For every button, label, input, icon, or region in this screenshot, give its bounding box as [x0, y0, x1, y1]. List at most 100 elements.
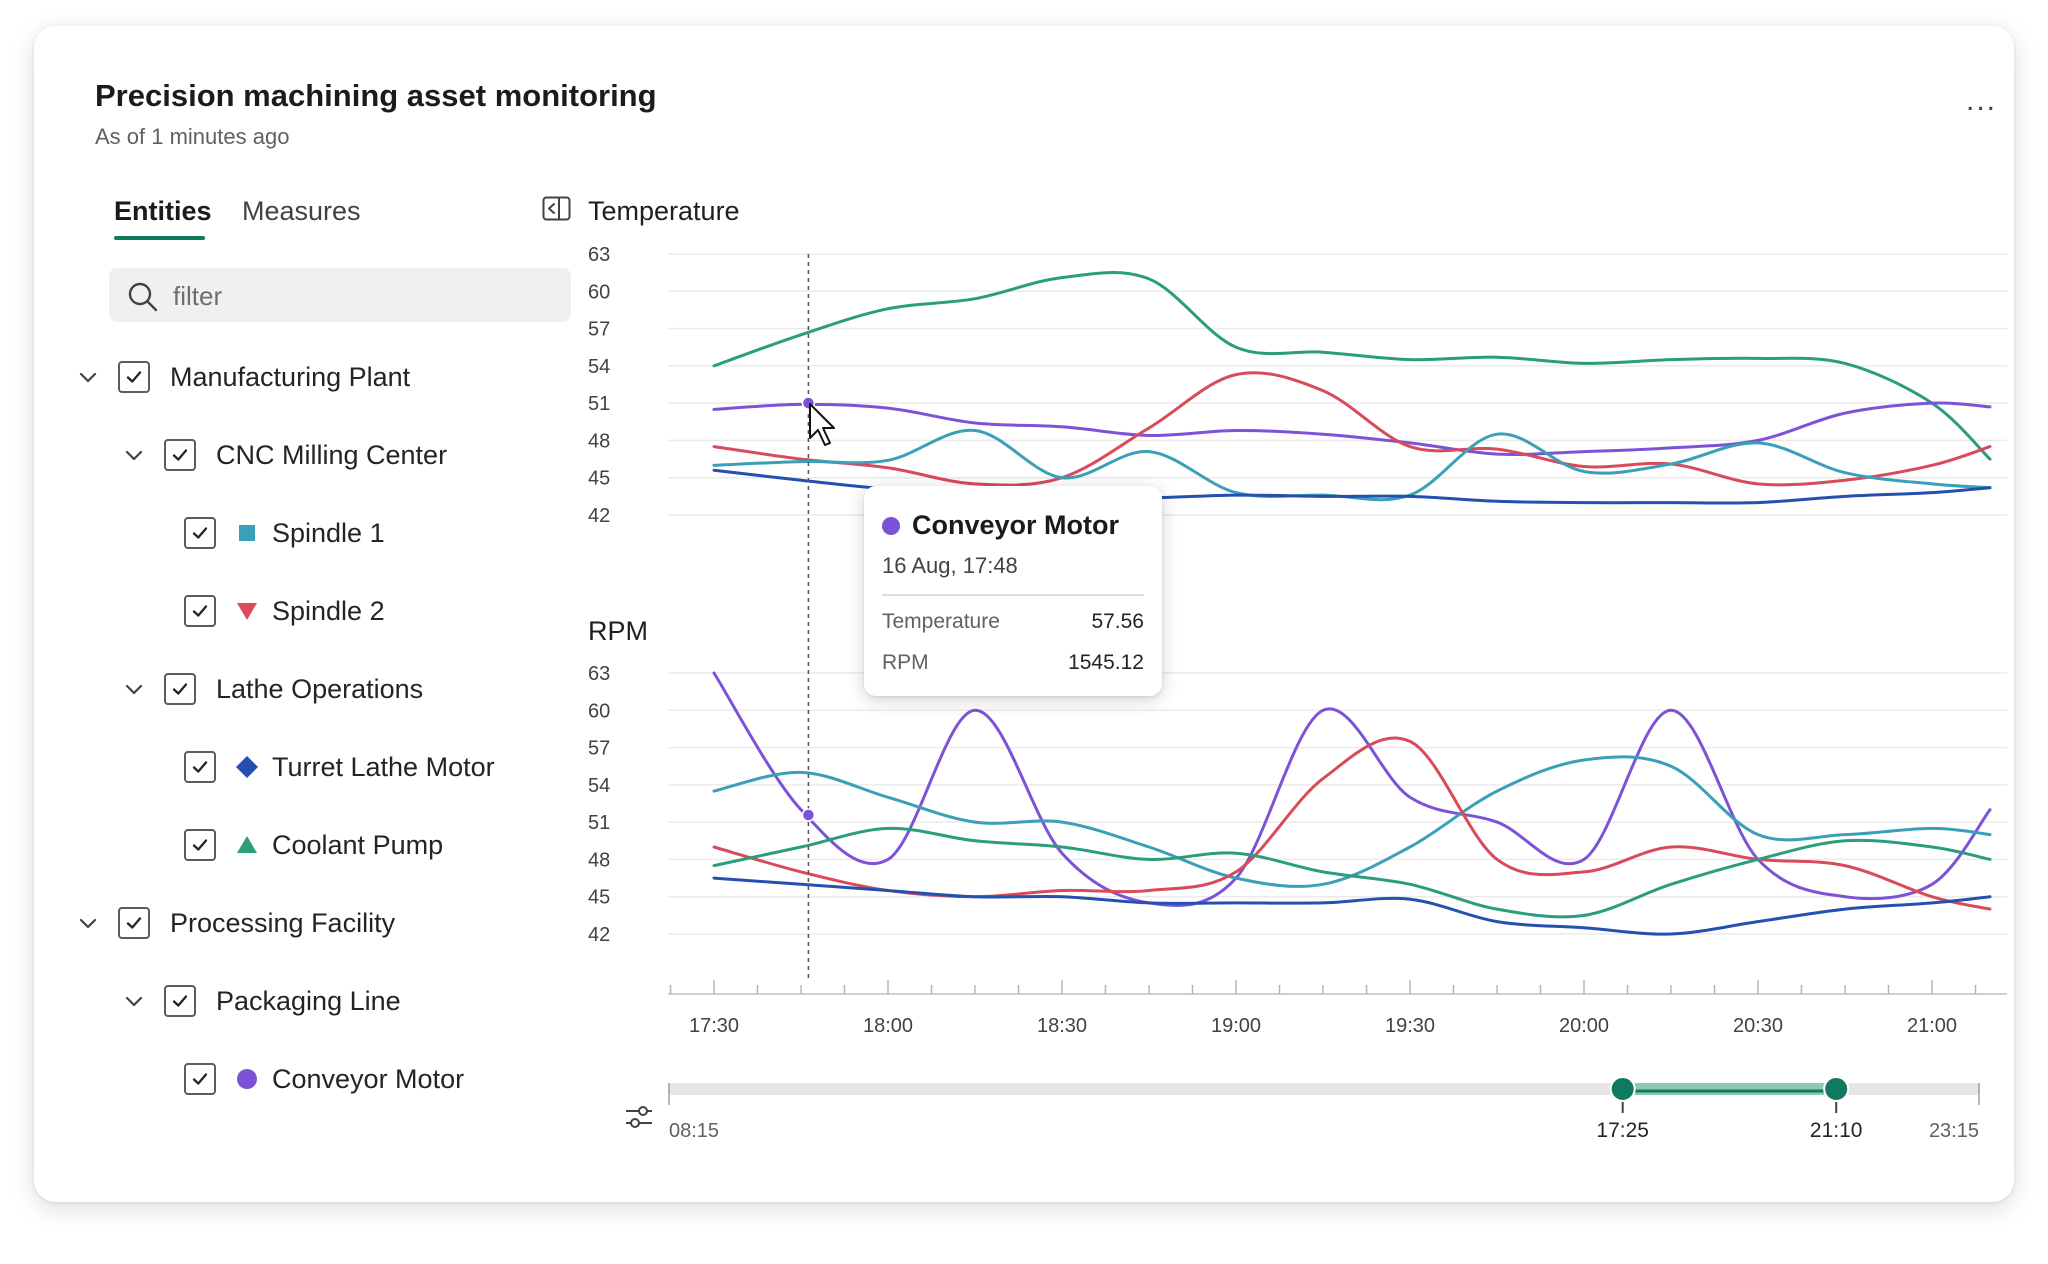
- range-handle-start-label: 17:25: [1596, 1119, 1649, 1142]
- y-tick-label: 60: [588, 281, 610, 303]
- search-icon: [128, 282, 158, 312]
- y-tick-label: 51: [588, 393, 610, 415]
- monitoring-card: Precision machining asset monitoring As …: [34, 26, 2014, 1202]
- triangle-up-marker-icon: [237, 836, 257, 853]
- search-input[interactable]: [171, 276, 555, 316]
- checkbox-manufacturing-plant[interactable]: [118, 361, 150, 393]
- y-tick-label: 54: [588, 356, 610, 378]
- triangle-down-marker-icon: [237, 603, 257, 620]
- time-axis-label: 20:00: [1559, 1015, 1609, 1037]
- time-axis-label: 21:00: [1907, 1015, 1957, 1037]
- range-slider-end-label: 23:15: [1929, 1120, 1979, 1142]
- y-tick-label: 48: [588, 849, 610, 871]
- range-slider-selection: [1622, 1083, 1837, 1095]
- y-tick-label: 45: [588, 468, 610, 490]
- tree-node-packaging-line[interactable]: Packaging Line: [124, 981, 401, 1021]
- y-tick-label: 60: [588, 700, 610, 722]
- tooltip-value-rpm: 1545.12: [1068, 651, 1144, 674]
- series-line-temperature: [712, 401, 1992, 457]
- checkbox-packaging-line[interactable]: [164, 985, 196, 1017]
- chart-title-rpm: RPM: [588, 616, 648, 646]
- checkbox-coolant-pump[interactable]: [184, 829, 216, 861]
- tooltip-series-dot: [882, 517, 900, 535]
- checkmark-icon: [126, 371, 142, 383]
- diamond-marker-icon: [236, 756, 258, 778]
- series-line-rpm: [712, 671, 1992, 907]
- checkbox-cnc-milling-center[interactable]: [164, 439, 196, 471]
- charts-canvas[interactable]: 63 60 57 54 51 48 45 42 63 60 57 54 51 48 45 42 17:30 18:…: [34, 26, 2014, 1202]
- time-axis-label: 19:00: [1211, 1015, 1261, 1037]
- tooltip-date: 16 Aug, 17:48: [882, 553, 1018, 578]
- tab-entities[interactable]: Entities: [114, 196, 212, 226]
- square-marker-icon: [239, 525, 255, 541]
- time-axis-label: 17:30: [689, 1015, 739, 1037]
- checkbox-processing-facility[interactable]: [118, 907, 150, 939]
- y-tick-label: 48: [588, 430, 610, 452]
- chart-title-temperature: Temperature: [588, 196, 740, 226]
- tree-node-lathe-operations[interactable]: Lathe Operations: [124, 669, 423, 709]
- y-tick-label: 54: [588, 775, 610, 797]
- series-line-rpm: [712, 826, 1992, 919]
- tooltip-value-temperature: 57.56: [1091, 610, 1144, 633]
- tree-node-cnc-milling-center[interactable]: CNC Milling Center: [124, 435, 447, 475]
- checkbox-lathe-operations[interactable]: [164, 673, 196, 705]
- tree-label: Spindle 1: [272, 517, 385, 548]
- tree-node-coolant-pump[interactable]: Coolant Pump: [184, 825, 443, 865]
- checkbox-conveyor-motor[interactable]: [184, 1063, 216, 1095]
- tree-node-conveyor-motor[interactable]: Conveyor Motor: [184, 1059, 464, 1099]
- circle-marker-icon: [237, 1069, 257, 1089]
- series-group: [712, 671, 1992, 936]
- checkbox-turret-lathe-motor[interactable]: [184, 751, 216, 783]
- y-tick-label: 51: [588, 812, 610, 834]
- series-line-rpm: [712, 876, 1992, 936]
- chevron-down-icon[interactable]: [78, 367, 98, 387]
- tree-node-manufacturing-plant[interactable]: Manufacturing Plant: [78, 357, 410, 397]
- checkmark-icon: [172, 995, 188, 1007]
- checkmark-icon: [172, 683, 188, 695]
- panel-collapse-icon[interactable]: [542, 196, 572, 222]
- slider-settings-icon[interactable]: [624, 1102, 654, 1132]
- y-tick-label: 42: [588, 505, 610, 527]
- checkmark-icon: [192, 761, 208, 773]
- time-axis-label: 18:30: [1037, 1015, 1087, 1037]
- tree-node-turret-lathe-motor[interactable]: Turret Lathe Motor: [184, 747, 495, 787]
- tooltip-divider: [882, 594, 1144, 596]
- tree-label: Processing Facility: [170, 907, 396, 938]
- series-line-temperature: [712, 270, 1992, 461]
- checkbox-spindle-2[interactable]: [184, 595, 216, 627]
- checkmark-icon: [172, 449, 188, 461]
- tree-label: CNC Milling Center: [216, 439, 448, 470]
- range-handle-end-label: 21:10: [1810, 1119, 1863, 1142]
- tree-label: Manufacturing Plant: [170, 361, 411, 392]
- time-axis-label: 18:00: [863, 1015, 913, 1037]
- tree-label: Turret Lathe Motor: [272, 751, 495, 782]
- chevron-down-icon[interactable]: [124, 679, 144, 699]
- tree-label: Packaging Line: [216, 985, 401, 1016]
- tree-label: Spindle 2: [272, 595, 385, 626]
- chevron-down-icon[interactable]: [78, 913, 98, 933]
- chevron-down-icon[interactable]: [124, 445, 144, 465]
- checkbox-spindle-1[interactable]: [184, 517, 216, 549]
- time-axis-label: 19:30: [1385, 1015, 1435, 1037]
- range-slider-start-label: 08:15: [669, 1120, 719, 1142]
- last-updated-text: As of 1 minutes ago: [95, 124, 290, 149]
- tree-label: Coolant Pump: [272, 829, 444, 860]
- tree-node-processing-facility[interactable]: Processing Facility: [78, 903, 395, 943]
- tree-label: Conveyor Motor: [272, 1063, 465, 1094]
- time-axis-label: 20:30: [1733, 1015, 1783, 1037]
- tree-node-spindle-1[interactable]: Spindle 1: [184, 513, 385, 553]
- search-box[interactable]: [109, 268, 571, 322]
- series-group: [712, 270, 1992, 505]
- checkmark-icon: [126, 917, 142, 929]
- series-line-temperature: [712, 371, 1992, 487]
- tooltip-entity-name: Conveyor Motor: [912, 510, 1120, 540]
- y-tick-label: 63: [588, 663, 610, 685]
- tree-node-spindle-2[interactable]: Spindle 2: [184, 591, 385, 631]
- y-tick-label: 57: [588, 319, 610, 341]
- chevron-down-icon[interactable]: [124, 991, 144, 1011]
- checkmark-icon: [192, 527, 208, 539]
- range-handle-start[interactable]: [1609, 1076, 1636, 1102]
- series-line-rpm: [712, 736, 1992, 911]
- range-handle-end[interactable]: [1823, 1076, 1850, 1102]
- tab-measures[interactable]: Measures: [242, 196, 361, 226]
